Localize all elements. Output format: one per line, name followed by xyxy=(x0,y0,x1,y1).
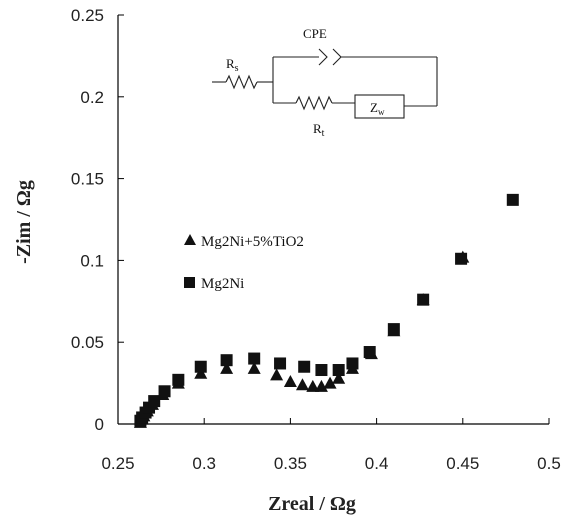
triangle-point xyxy=(295,378,309,391)
triangle-point xyxy=(220,361,234,374)
rs-label: Rs xyxy=(226,56,239,74)
cpe-element xyxy=(318,48,328,66)
x-tick-label: 0.3 xyxy=(192,454,216,473)
x-tick-label: 0.25 xyxy=(101,454,134,473)
legend-label-mg2ni-tio2: Mg2Ni+5%TiO2 xyxy=(201,234,304,250)
square-point xyxy=(332,364,345,377)
square-point xyxy=(158,385,171,398)
triangle-point xyxy=(332,371,346,384)
square-point xyxy=(148,395,161,408)
triangle-point xyxy=(323,376,337,389)
square-point xyxy=(172,373,185,386)
legend-marker-square xyxy=(184,277,195,288)
square-point xyxy=(274,357,287,370)
triangle-point xyxy=(247,361,261,374)
square-point xyxy=(417,293,430,306)
rt-label: Rt xyxy=(313,121,325,139)
y-axis-title: -Zim / Ωg xyxy=(13,180,35,264)
y-tick-label: 0.15 xyxy=(71,170,104,189)
x-tick-label: 0.45 xyxy=(446,454,479,473)
square-point xyxy=(248,352,261,365)
triangle-point xyxy=(270,368,284,381)
y-tick-label: 0.1 xyxy=(80,251,104,270)
x-axis-title: Zreal / Ωg xyxy=(268,493,356,515)
data-points xyxy=(133,193,519,428)
rt-resistor xyxy=(295,95,333,111)
square-point xyxy=(298,360,311,373)
y-tick-label: 0.05 xyxy=(71,333,104,352)
triangle-point xyxy=(306,379,320,392)
square-point xyxy=(220,354,233,367)
legend: Mg2Ni+5%TiO2 Mg2Ni xyxy=(184,234,304,292)
triangle-point xyxy=(194,366,208,379)
zw-label: Zw xyxy=(370,100,385,117)
square-point xyxy=(387,323,400,336)
x-tick-label: 0.35 xyxy=(274,454,307,473)
x-axis-ticks: 0.25 0.3 0.35 0.4 0.45 0.5 xyxy=(101,418,561,473)
triangle-point xyxy=(314,379,328,392)
x-tick-label: 0.4 xyxy=(365,454,389,473)
square-point xyxy=(194,360,207,373)
x-tick-label: 0.5 xyxy=(537,454,561,473)
legend-label-mg2ni: Mg2Ni xyxy=(201,276,244,292)
y-tick-label: 0.25 xyxy=(71,6,104,25)
equivalent-circuit xyxy=(212,48,438,119)
y-tick-label: 0.2 xyxy=(80,88,104,107)
square-point xyxy=(363,346,376,359)
square-point xyxy=(315,364,328,377)
cpe-element xyxy=(332,48,342,66)
y-tick-label: 0 xyxy=(95,415,104,434)
cpe-label: CPE xyxy=(303,26,327,41)
rs-resistor xyxy=(225,74,258,90)
triangle-point xyxy=(283,374,297,387)
square-point xyxy=(346,357,359,370)
square-point xyxy=(455,252,468,265)
legend-marker-triangle xyxy=(184,234,196,245)
y-axis-ticks: 0 0.05 0.1 0.15 0.2 0.25 xyxy=(71,6,124,434)
square-point xyxy=(506,193,519,206)
